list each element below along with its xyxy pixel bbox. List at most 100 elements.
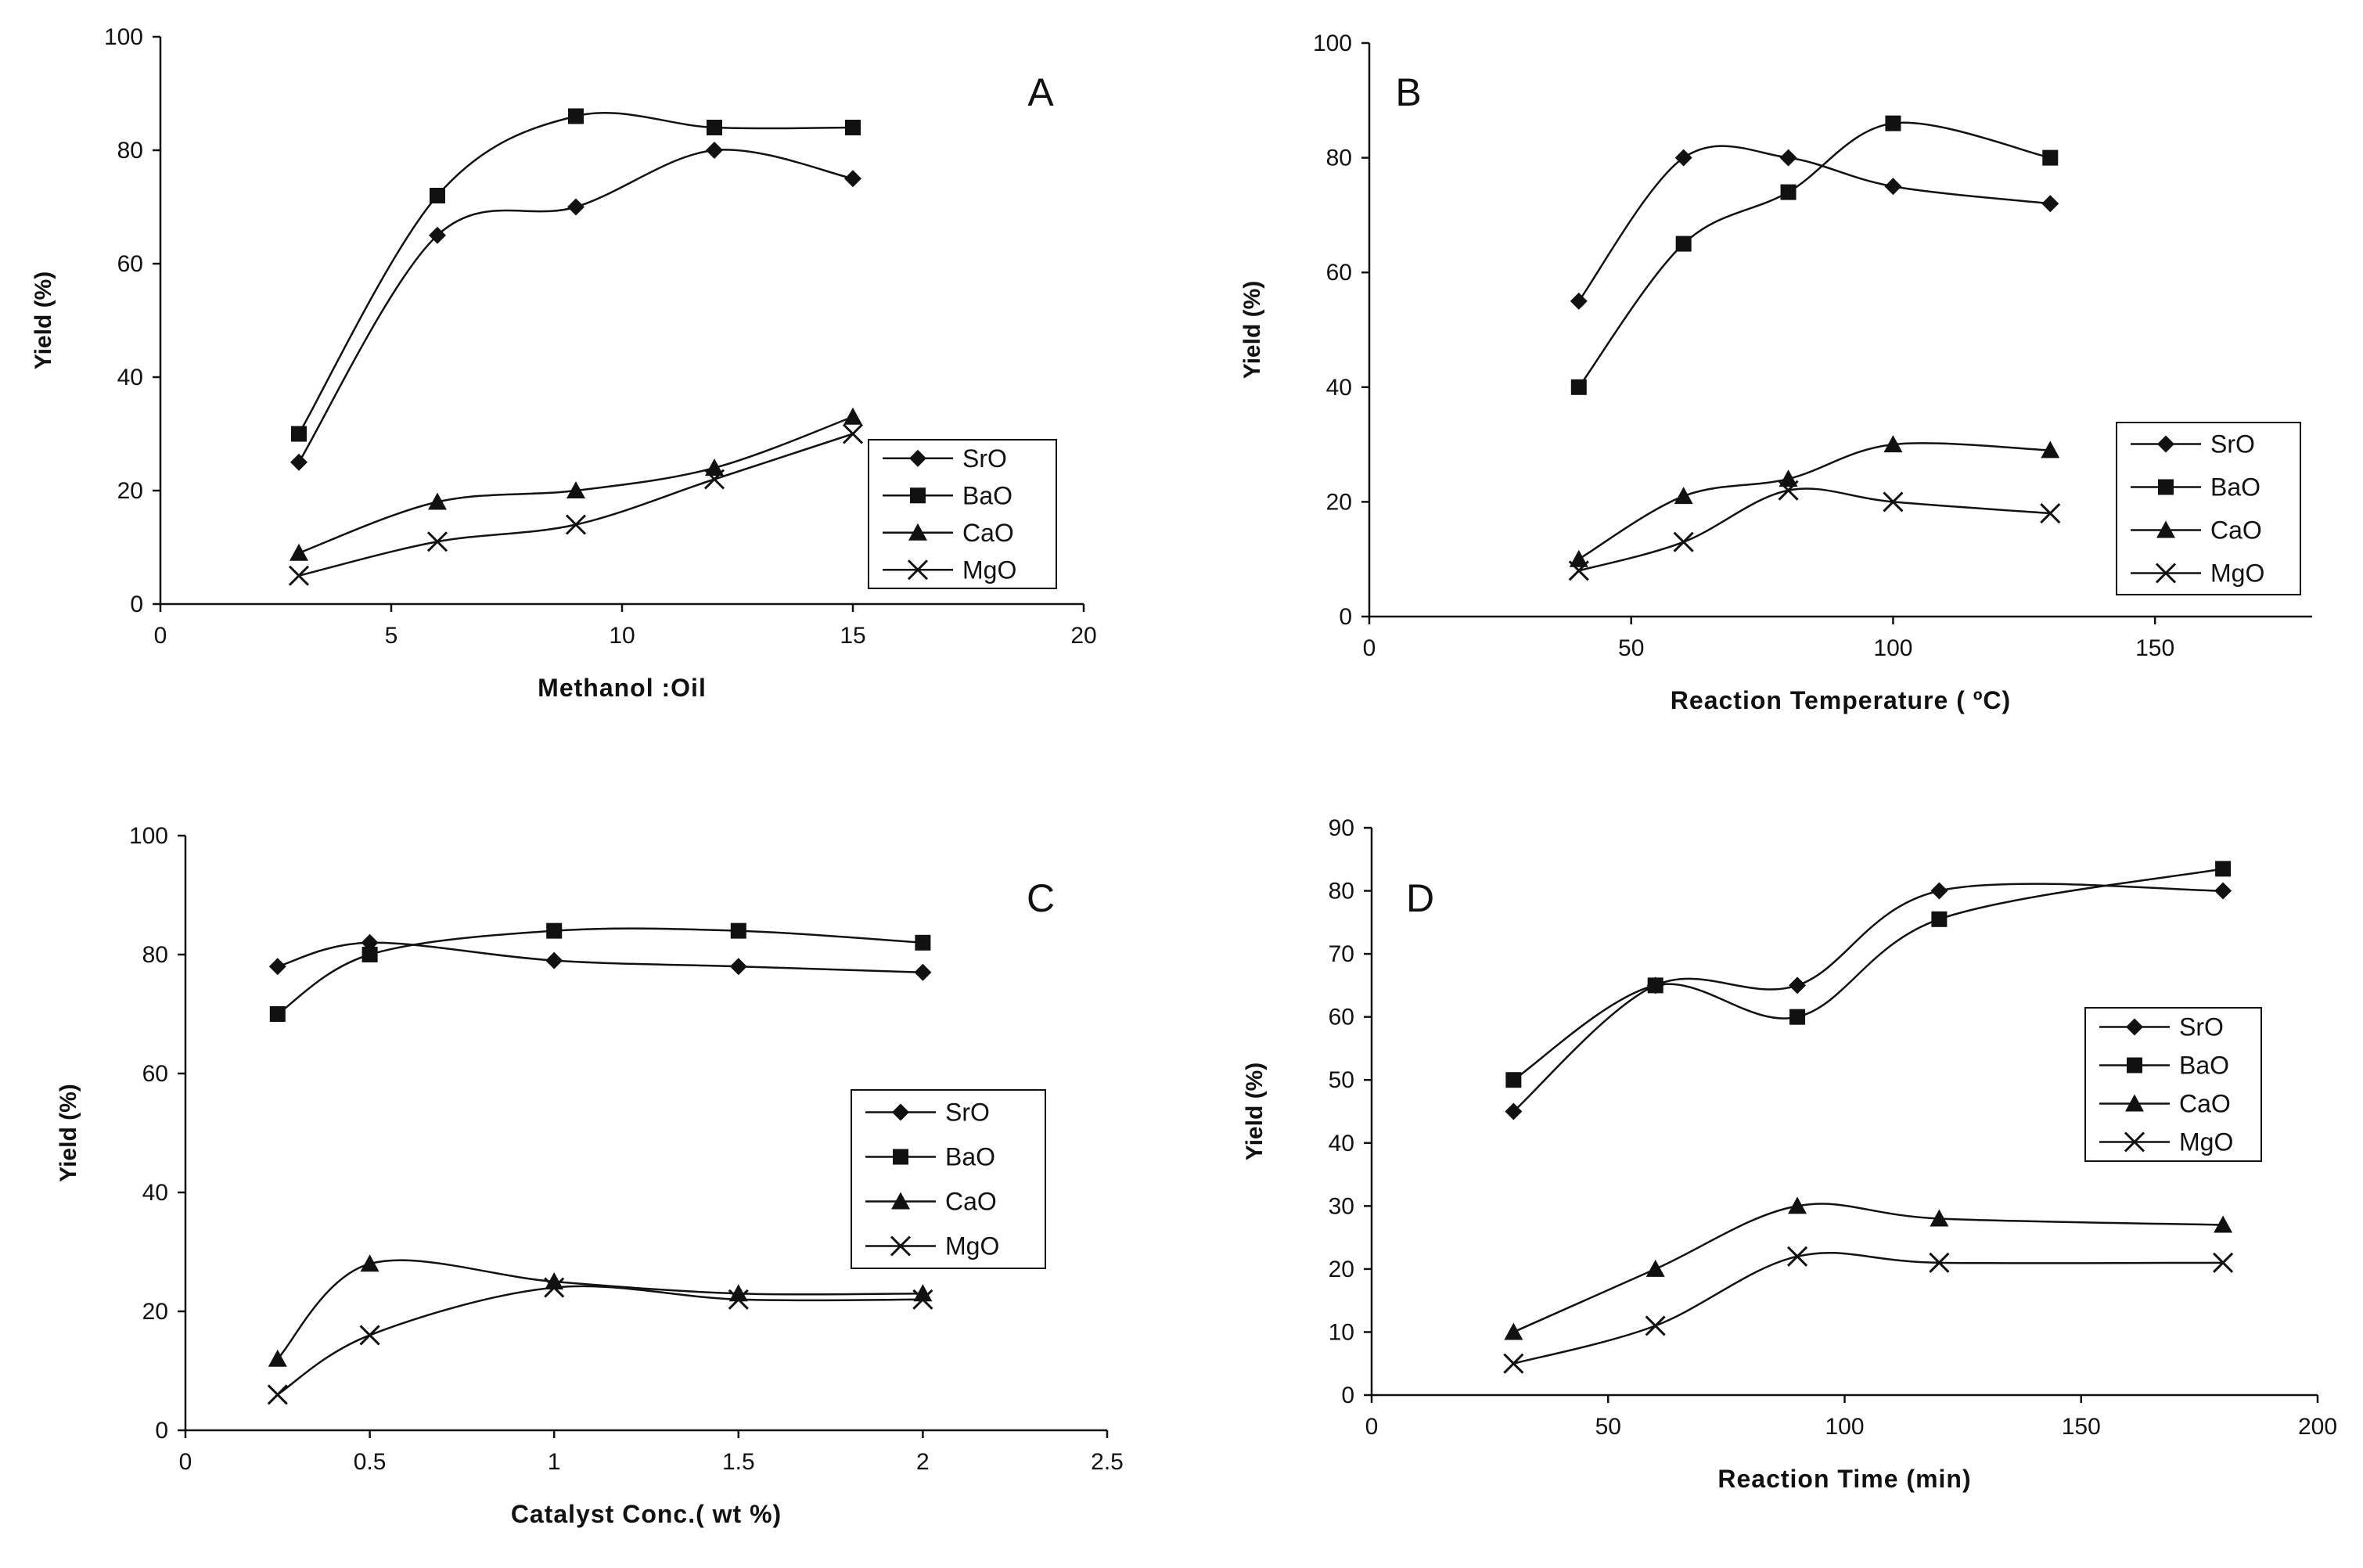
panel-d-y-tick-label: 50 xyxy=(1329,1067,1354,1093)
panel-c-y-tick-label: 0 xyxy=(155,1418,168,1444)
panel-b-series-mgo-point xyxy=(1673,531,1694,552)
panel-d-series-mgo-point xyxy=(1645,1315,1666,1336)
panel-b-legend-entry-mgo-swatch-marker xyxy=(2155,563,2177,584)
panel-b-series-cao-point xyxy=(1674,487,1693,505)
panel-c-legend-entry-bao-label: BaO xyxy=(945,1143,995,1171)
panel-d-x-tick-label: 100 xyxy=(1825,1414,1864,1440)
panel-b-y-tick-label: 80 xyxy=(1326,146,1352,171)
panel-b-legend-entry-cao-swatch-marker xyxy=(2156,520,2175,538)
panel-a-label: A xyxy=(1027,70,1054,114)
panel-a-x-tick-label: 15 xyxy=(840,623,865,649)
panel-a-series-mgo-line xyxy=(298,433,854,577)
panel-b-series-mgo-point-stroke-b xyxy=(1883,491,1904,512)
panel-c-series-mgo-point xyxy=(912,1289,933,1310)
panel-d-legend-entry-cao-label: CaO xyxy=(2179,1090,2231,1118)
panel-b-series-mgo-point-stroke-b xyxy=(2040,502,2061,524)
panel-c-series-mgo-point-stroke-b xyxy=(728,1289,749,1310)
panel-b-y-tick-label: 20 xyxy=(1326,489,1352,515)
panel-c-legend-entry-bao-swatch-marker xyxy=(893,1149,908,1165)
panel-c-y-tick-label: 80 xyxy=(142,942,168,968)
panel-b-series-sro-point xyxy=(2041,195,2059,213)
panel-c-series-bao-point xyxy=(361,947,378,962)
panel-a-legend-box xyxy=(868,439,1057,589)
panel-d-series-mgo-point xyxy=(1786,1246,1808,1267)
panel-d-series-bao-point xyxy=(1647,977,1663,994)
panel-c-series-cao xyxy=(268,1254,933,1367)
panel-c-legend-entry-mgo-label: MgO xyxy=(945,1232,999,1261)
panel-b-series-cao xyxy=(1569,435,2060,567)
panel-d-legend-box xyxy=(2084,1007,2262,1162)
panel-a-series-bao-point xyxy=(291,426,307,442)
panel-c-series-sro xyxy=(268,933,932,981)
panel-c-series-sro-point xyxy=(545,951,563,969)
panel-c-series-bao-point xyxy=(546,922,563,939)
panel-b-x-tick-label: 150 xyxy=(2135,635,2174,661)
panel-c-legend-entry-sro-swatch-marker xyxy=(892,1103,909,1121)
panel-d-legend-entry-mgo-label: MgO xyxy=(2179,1128,2233,1156)
panel-a-legend-entry-mgo-swatch-marker xyxy=(907,559,929,581)
panel-c-series-mgo-point-stroke-b xyxy=(267,1384,288,1405)
panel-c-legend-entry-mgo: MgO xyxy=(865,1232,999,1261)
panel-a-x-axis-title: Methanol :Oil xyxy=(538,674,707,702)
panel-c-x-tick-label: 1 xyxy=(548,1449,561,1475)
panel-d-series-sro-point xyxy=(1505,1102,1523,1120)
panel-b: 0 20 40 60 80 100 0 50 100 150 Reaction Temperatur… xyxy=(1239,31,2312,714)
panel-c-y-axis-title: Yield (%) xyxy=(56,1084,81,1182)
panel-d-series-sro-point xyxy=(1789,976,1807,994)
panel-b-x-axis-title: Reaction Temperature ( ºC) xyxy=(1671,686,2011,714)
panel-d-series-sro-point xyxy=(1930,882,1948,900)
panel-a-series-cao-point xyxy=(290,543,308,561)
panel-a-series-mgo xyxy=(288,423,864,586)
panel-b-y-axis-title: Yield (%) xyxy=(1239,281,1265,379)
panel-d-y-tick-label: 30 xyxy=(1329,1193,1354,1219)
panel-b-x-tick-label: 50 xyxy=(1618,635,1644,661)
panel-b-legend-entry-mgo: MgO xyxy=(2131,559,2264,588)
panel-b-series-sro-point xyxy=(1884,178,1902,196)
panel-d-legend-entry-mgo-swatch-marker-stroke-b xyxy=(2124,1131,2145,1153)
panel-a-legend-entry-mgo-label: MgO xyxy=(962,556,1016,584)
panel-d-legend-entry-mgo: MgO xyxy=(2099,1128,2233,1156)
panel-b-series-mgo-point-stroke-b xyxy=(1778,480,1799,501)
panel-d-series-mgo-point-stroke-b xyxy=(1645,1315,1666,1336)
panel-b-series-bao-line xyxy=(1577,121,2051,388)
panel-d-series-cao-point xyxy=(1788,1196,1807,1214)
panel-a-legend-entry-bao-swatch-marker xyxy=(910,487,926,504)
panel-b-series-bao-point xyxy=(1570,379,1587,395)
panel-a-series-mgo-point-stroke-b xyxy=(565,514,587,535)
panel-b-series-mgo-point xyxy=(1883,491,1904,512)
panel-d-legend: SrO BaO CaO MgO xyxy=(2084,1007,2262,1162)
panel-b-series-mgo-point-stroke-b xyxy=(1568,560,1589,581)
panel-c-series-cao-point xyxy=(268,1349,287,1367)
panel-b-label: B xyxy=(1395,70,1421,114)
panel-b-y-tick-label: 40 xyxy=(1326,375,1352,401)
panel-d-series-cao-point xyxy=(1504,1322,1523,1340)
panel-c-legend-entry-bao: BaO xyxy=(865,1143,995,1171)
panel-b-x-tick-label: 100 xyxy=(1873,635,1912,661)
panel-b-legend-entry-bao-swatch-marker xyxy=(2158,479,2174,495)
panel-a-series-bao-point xyxy=(568,108,584,124)
panel-d-legend-entry-sro: SrO xyxy=(2099,1013,2224,1041)
panel-a-series-mgo-point xyxy=(842,423,864,444)
panel-c-series-mgo-point xyxy=(728,1289,749,1310)
panel-b-series-cao-line xyxy=(1578,442,2051,560)
panel-d-series-bao-point xyxy=(1505,1072,1522,1088)
panel-b-legend-entry-mgo-label: MgO xyxy=(2210,559,2264,588)
panel-b-legend: SrO BaO CaO MgO xyxy=(2116,422,2301,595)
panel-a-y-tick-label: 60 xyxy=(117,251,143,277)
panel-d-legend-entry-mgo-swatch-marker xyxy=(2124,1131,2145,1153)
panel-d-series-bao-point xyxy=(2215,861,2232,877)
panel-b-legend-entry-bao: BaO xyxy=(2131,473,2260,502)
panel-a-legend-entry-mgo-swatch-marker-stroke-b xyxy=(907,559,929,581)
panel-d-legend-entry-bao: BaO xyxy=(2099,1052,2229,1080)
panel-a-series-sro-point xyxy=(706,142,723,159)
panel-a-series-sro-point xyxy=(290,453,308,471)
panel-d-y-tick-label: 10 xyxy=(1329,1319,1354,1345)
panel-a-series-mgo-point xyxy=(426,531,448,552)
panel-d-legend-entry-cao-swatch-marker xyxy=(2125,1094,2144,1112)
panel-c-legend-entry-sro-label: SrO xyxy=(945,1099,990,1127)
panel-a-x-tick-label: 20 xyxy=(1070,623,1096,649)
panel-c-series-sro-point xyxy=(914,963,932,981)
panel-b-series-bao-point xyxy=(1675,236,1692,252)
panel-c-legend-entry-mgo-swatch-marker-stroke-b xyxy=(890,1235,912,1257)
panel-b-series-mgo xyxy=(1568,480,2061,581)
